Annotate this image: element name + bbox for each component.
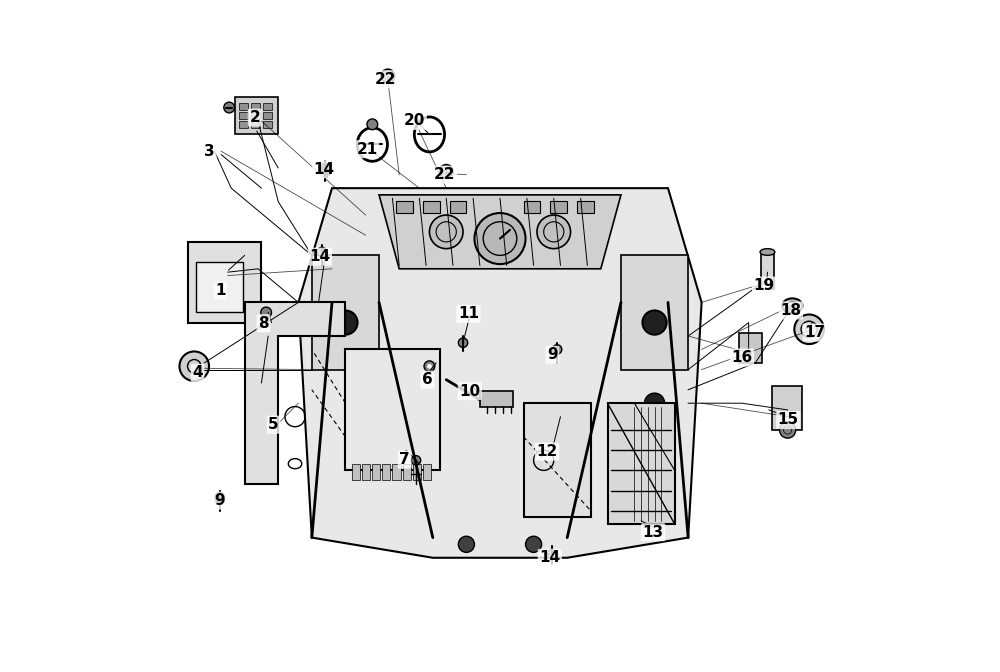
Circle shape — [427, 364, 431, 368]
Circle shape — [458, 536, 474, 552]
Text: 4: 4 — [192, 366, 203, 380]
Bar — [239, 112, 248, 119]
Bar — [761, 252, 774, 289]
Text: 22: 22 — [434, 167, 456, 182]
Ellipse shape — [760, 249, 775, 255]
Bar — [423, 464, 431, 480]
Text: 20: 20 — [404, 114, 425, 128]
Circle shape — [367, 119, 378, 130]
Text: 22: 22 — [375, 72, 397, 87]
Text: 8: 8 — [258, 316, 269, 331]
Bar — [413, 464, 421, 480]
Bar — [251, 103, 260, 110]
Circle shape — [381, 69, 394, 83]
Circle shape — [552, 345, 562, 354]
Polygon shape — [524, 403, 591, 517]
Text: 10: 10 — [459, 384, 480, 398]
Bar — [392, 464, 401, 480]
Bar — [382, 464, 390, 480]
Bar — [263, 103, 272, 110]
Polygon shape — [298, 188, 702, 558]
Circle shape — [644, 393, 665, 413]
Text: 21: 21 — [356, 142, 378, 157]
Bar — [396, 201, 413, 213]
Bar — [577, 201, 594, 213]
Polygon shape — [480, 391, 513, 407]
Text: 15: 15 — [778, 413, 799, 427]
Text: 9: 9 — [214, 493, 224, 508]
Bar — [423, 201, 440, 213]
Circle shape — [642, 310, 667, 335]
Circle shape — [483, 215, 517, 249]
Text: 13: 13 — [643, 525, 664, 540]
Text: 14: 14 — [539, 550, 560, 565]
Circle shape — [458, 338, 468, 347]
Bar — [196, 262, 243, 312]
Bar — [608, 403, 675, 524]
Bar — [362, 464, 370, 480]
Circle shape — [333, 310, 358, 335]
Bar — [403, 464, 411, 480]
Bar — [239, 121, 248, 128]
Polygon shape — [312, 255, 379, 370]
Text: 5: 5 — [268, 417, 279, 432]
Circle shape — [322, 166, 331, 175]
Circle shape — [440, 165, 453, 178]
Circle shape — [424, 361, 435, 372]
Circle shape — [317, 247, 327, 257]
Text: 7: 7 — [399, 452, 410, 467]
Text: 16: 16 — [731, 350, 753, 365]
Text: 17: 17 — [804, 325, 825, 340]
Bar — [251, 112, 260, 119]
Circle shape — [429, 215, 463, 249]
Bar — [235, 97, 278, 134]
Circle shape — [794, 314, 824, 344]
Bar — [772, 386, 802, 430]
Text: 11: 11 — [458, 306, 479, 321]
Text: 14: 14 — [313, 162, 334, 177]
Circle shape — [179, 351, 209, 381]
Circle shape — [321, 163, 330, 173]
Bar — [239, 103, 248, 110]
Circle shape — [215, 493, 224, 502]
Circle shape — [537, 215, 571, 249]
Bar — [739, 333, 762, 363]
Circle shape — [411, 456, 421, 465]
Text: 18: 18 — [780, 303, 802, 318]
Text: 14: 14 — [309, 249, 330, 264]
Bar — [188, 242, 261, 323]
Bar — [372, 464, 380, 480]
Text: 9: 9 — [547, 347, 558, 362]
Polygon shape — [621, 255, 688, 370]
Polygon shape — [379, 195, 621, 269]
Text: 6: 6 — [422, 372, 433, 387]
Bar — [524, 201, 540, 213]
Bar — [352, 464, 360, 480]
Bar — [550, 201, 567, 213]
Circle shape — [474, 213, 526, 264]
Bar — [450, 201, 466, 213]
Polygon shape — [345, 349, 440, 470]
Circle shape — [224, 102, 235, 113]
Ellipse shape — [782, 298, 802, 313]
Text: 1: 1 — [215, 283, 226, 298]
Bar — [251, 121, 260, 128]
Bar — [263, 112, 272, 119]
Text: 12: 12 — [536, 444, 558, 459]
Circle shape — [547, 550, 556, 559]
Circle shape — [780, 422, 796, 438]
Text: 2: 2 — [249, 110, 260, 125]
Circle shape — [526, 536, 542, 552]
Bar — [263, 121, 272, 128]
Polygon shape — [245, 302, 345, 484]
Text: 19: 19 — [754, 278, 775, 293]
Text: 3: 3 — [204, 144, 215, 159]
Circle shape — [261, 307, 272, 318]
